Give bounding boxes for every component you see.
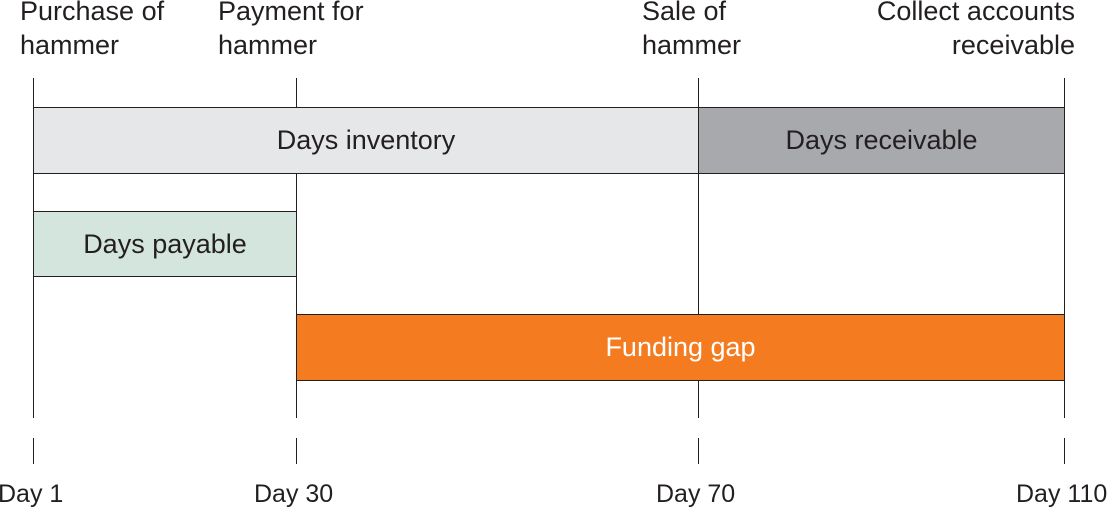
bar-funding-gap: Funding gap [296, 314, 1065, 381]
event-label-purchase: Purchase of hammer [20, 0, 165, 60]
day-label-110: Day 110 [1016, 480, 1108, 508]
day-label-70: Day 70 [656, 480, 736, 508]
tick-day-1 [33, 438, 34, 464]
timeline-line-day-70 [698, 78, 699, 418]
tick-day-110 [1064, 438, 1065, 464]
day-label-30: Day 30 [254, 480, 334, 508]
event-label-payment: Payment for hammer [218, 0, 364, 60]
bar-days-payable: Days payable [33, 211, 297, 277]
event-label-collect: Collect accounts receivable [876, 0, 1075, 60]
day-label-1: Day 1 [0, 480, 64, 508]
bar-days-receivable: Days receivable [698, 107, 1065, 174]
event-label-sale: Sale of hammer [642, 0, 742, 60]
bar-days-inventory: Days inventory [33, 107, 699, 174]
tick-day-70 [698, 438, 699, 464]
tick-day-30 [296, 438, 297, 464]
timeline-line-day-110 [1064, 78, 1065, 418]
